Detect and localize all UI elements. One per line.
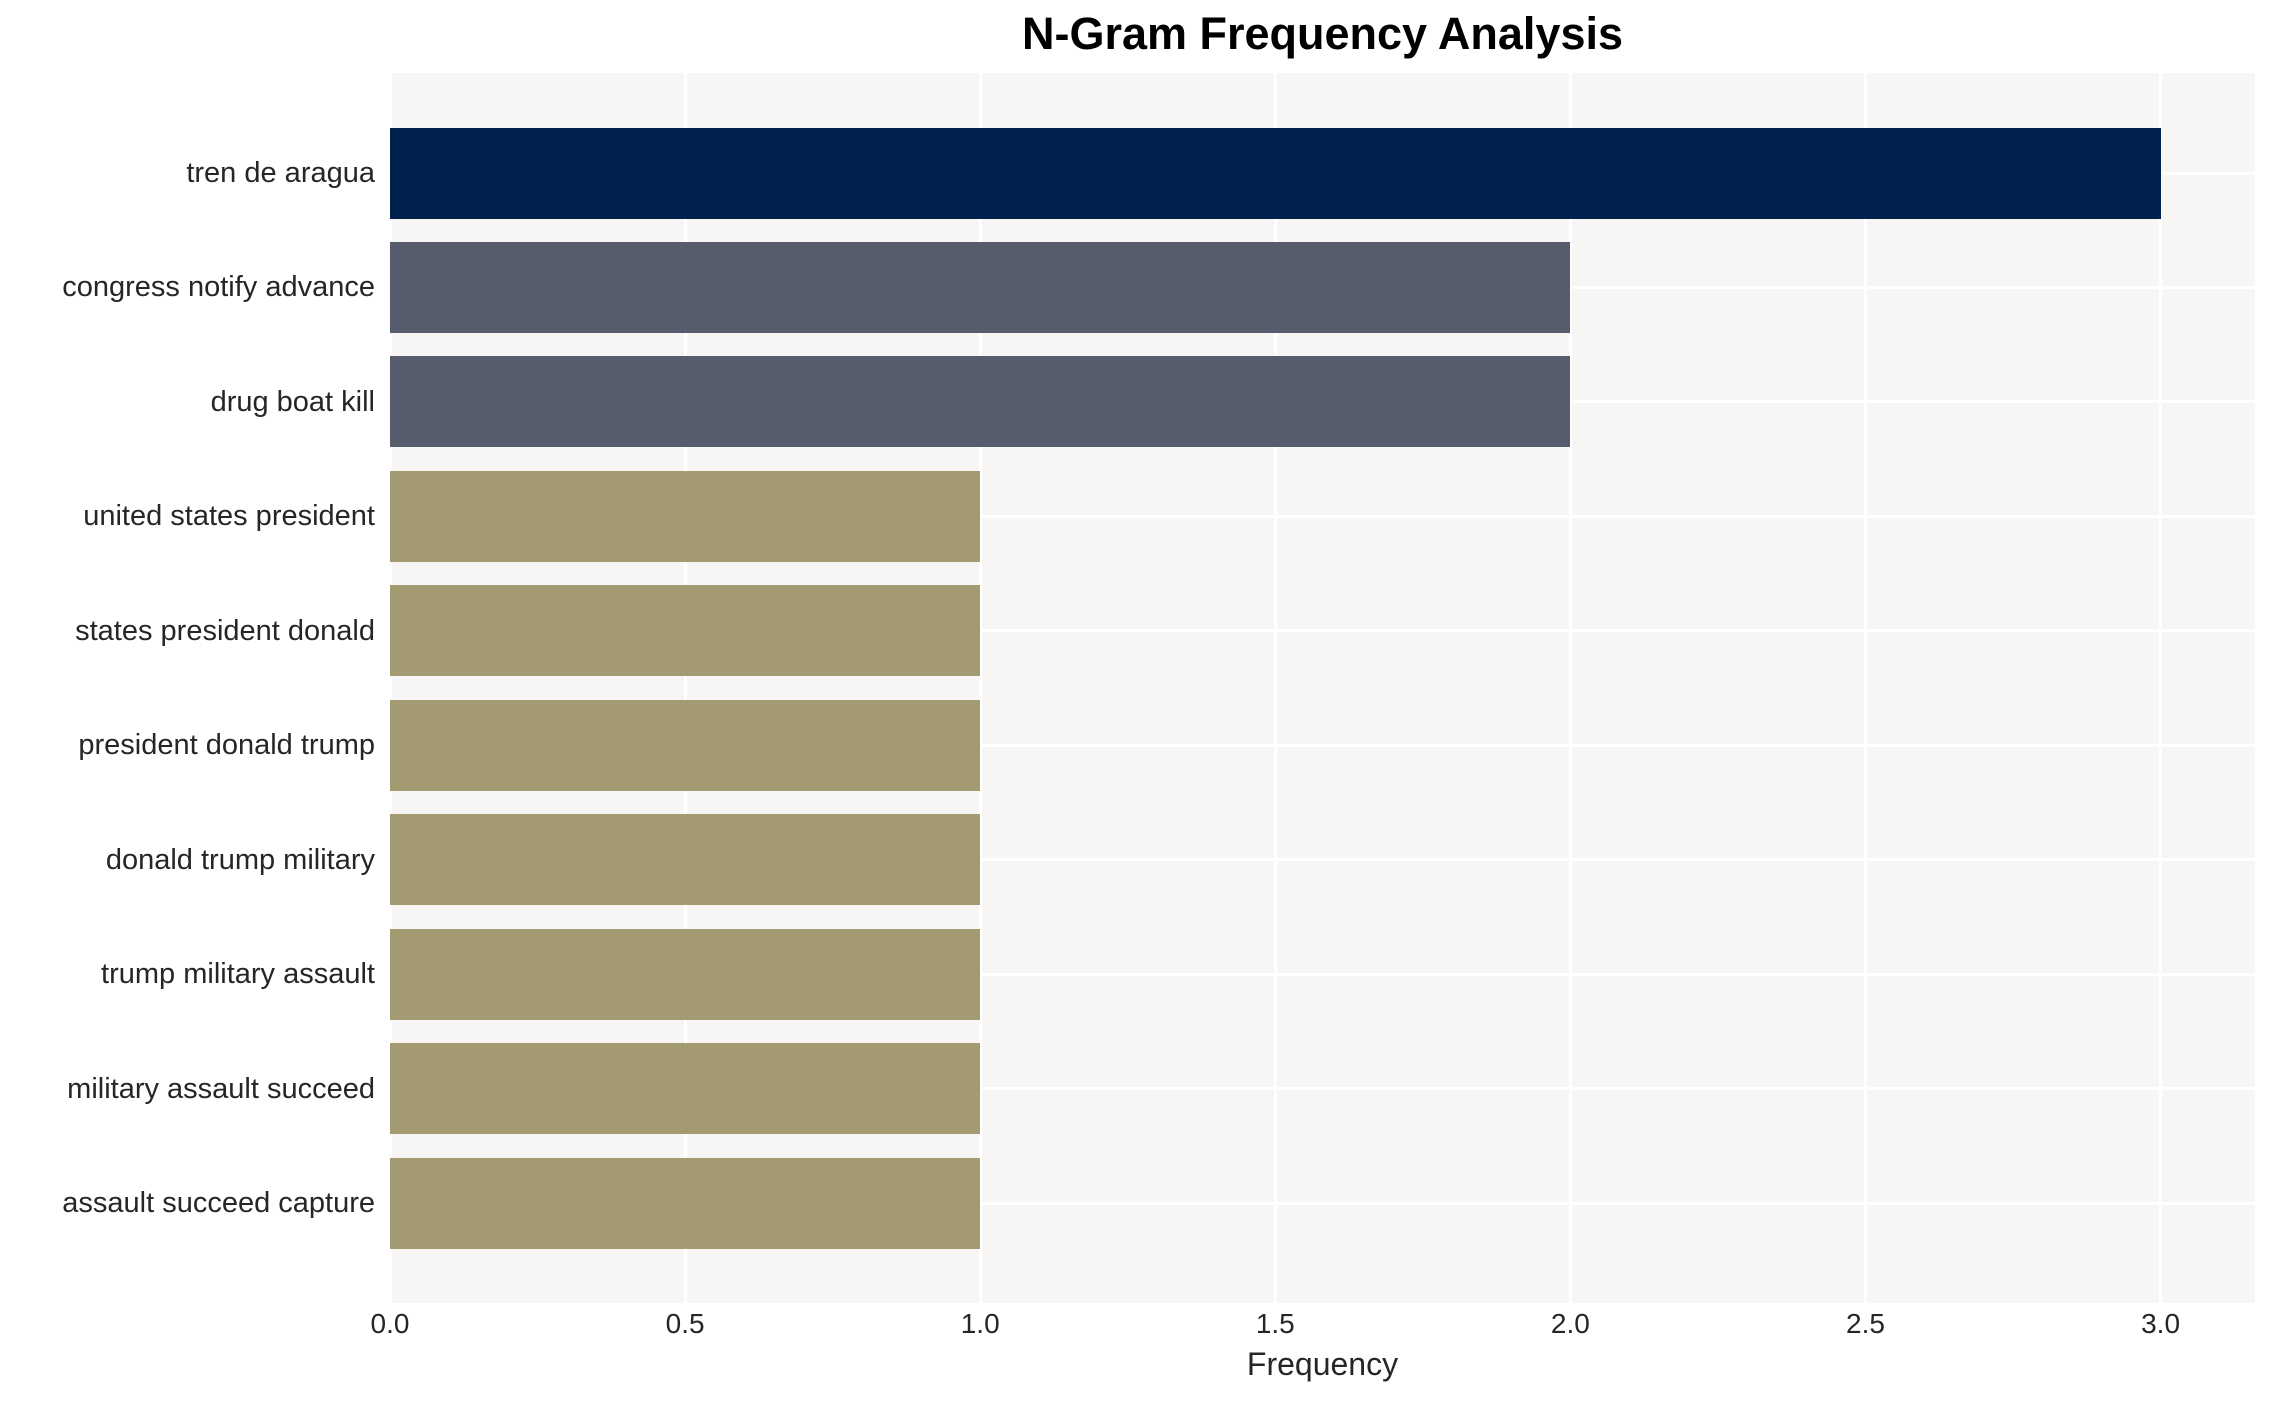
- gridline-horizontal: [390, 1201, 2255, 1205]
- y-axis-label: tren de aragua: [186, 157, 375, 189]
- x-axis-tick-label: 3.0: [2141, 1308, 2181, 1339]
- chart-title: N-Gram Frequency Analysis: [1021, 8, 1624, 59]
- gridline-vertical: [2159, 73, 2163, 1303]
- bar-states-president-donald: [390, 585, 981, 677]
- bar-donald-trump-military: [390, 814, 981, 906]
- gridline-vertical: [978, 73, 982, 1303]
- x-axis-tick-label: 1.5: [1255, 1308, 1295, 1339]
- bar-united-states-president: [390, 470, 981, 562]
- gridline-vertical: [1568, 73, 1572, 1303]
- x-axis-tick-label: 0.5: [665, 1308, 705, 1339]
- bar-tren-de-aragua: [390, 127, 2161, 219]
- bar-congress-notify-advance: [390, 241, 1571, 333]
- x-axis-tick-label: 1.0: [960, 1308, 1000, 1339]
- gridline-vertical: [1863, 73, 1867, 1303]
- gridline-horizontal: [390, 972, 2255, 976]
- y-axis-label: donald trump military: [105, 843, 375, 876]
- gridline-horizontal: [390, 514, 2255, 518]
- bar-assault-succeed-capture: [390, 1157, 981, 1249]
- y-axis-label: states president donald: [75, 614, 375, 647]
- bar-trump-military-assault: [390, 928, 981, 1020]
- gridline-horizontal: [390, 629, 2255, 633]
- y-axis-label: congress notify advance: [62, 271, 375, 304]
- x-axis-tick-label: 2.0: [1550, 1308, 1590, 1339]
- gridline-horizontal: [390, 743, 2255, 747]
- bar-president-donald-trump: [390, 699, 981, 791]
- x-axis-tick-label: 0.0: [370, 1308, 410, 1339]
- x-axis-title: Frequency: [1246, 1346, 1399, 1382]
- y-axis-label: united states president: [83, 500, 375, 533]
- bar-military-assault-succeed: [390, 1043, 981, 1135]
- y-axis-label: military assault succeed: [67, 1072, 375, 1105]
- y-axis-label: assault succeed capture: [62, 1187, 375, 1219]
- x-axis-tick-label: 2.5: [1846, 1308, 1885, 1339]
- plot-area: [388, 73, 2255, 1303]
- gridline-horizontal: [390, 858, 2255, 862]
- y-axis-label: drug boat kill: [210, 385, 375, 418]
- gridline-vertical: [388, 73, 392, 1303]
- gridline-horizontal: [390, 1087, 2255, 1091]
- y-axis-label: trump military assault: [101, 958, 375, 991]
- y-axis-label: president donald trump: [78, 729, 375, 762]
- bar-drug-boat-kill: [390, 356, 1571, 448]
- gridline-vertical: [1273, 73, 1277, 1303]
- gridline-vertical: [683, 73, 687, 1303]
